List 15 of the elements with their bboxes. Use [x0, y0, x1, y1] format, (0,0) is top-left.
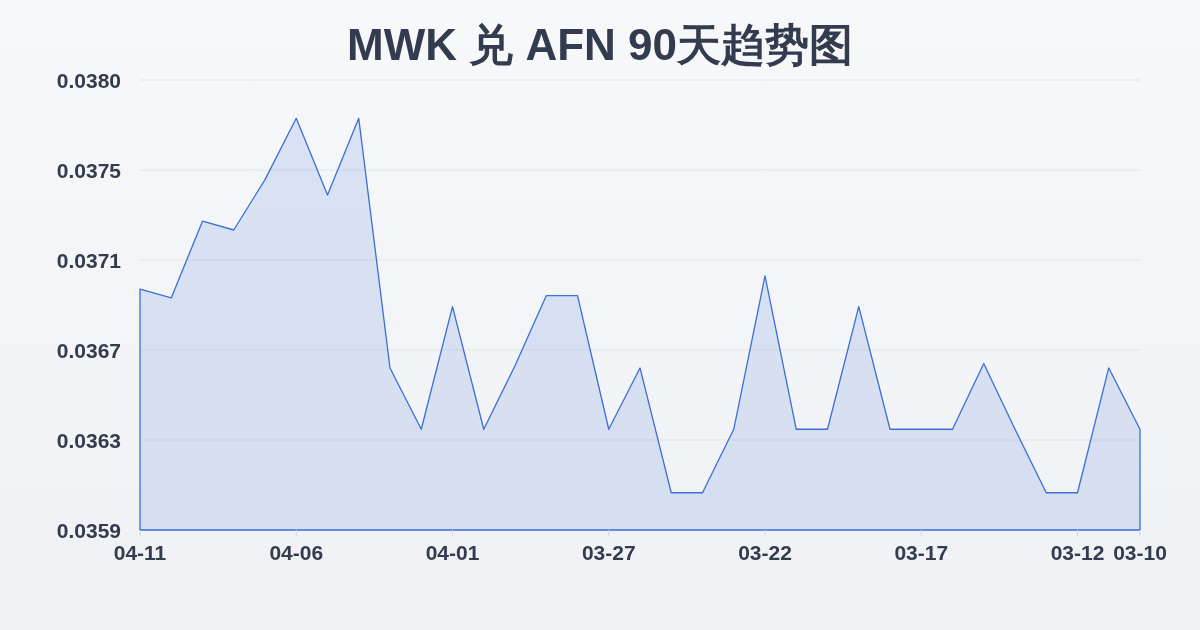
- x-tick-label: 03-10: [1113, 541, 1167, 564]
- x-tick-label: 04-11: [113, 541, 167, 564]
- x-tick-label: 03-17: [894, 541, 949, 564]
- x-tick-label: 03-27: [581, 541, 636, 564]
- x-tick-label: 03-12: [1050, 541, 1105, 564]
- x-tick-label: 03-22: [738, 541, 792, 564]
- x-tick-label: 04-01: [425, 541, 480, 564]
- y-tick-label: 0.0359: [56, 518, 121, 542]
- y-tick-label: 0.0363: [56, 428, 121, 452]
- y-tick-label: 0.0367: [56, 338, 121, 362]
- y-tick-label: 0.0380: [56, 68, 121, 92]
- y-tick-label: 0.0371: [56, 248, 122, 272]
- x-tick-label: 04-06: [269, 541, 324, 564]
- chart-title: MWK 兑 AFN 90天趋势图: [347, 20, 853, 69]
- y-tick-label: 0.0375: [56, 158, 122, 182]
